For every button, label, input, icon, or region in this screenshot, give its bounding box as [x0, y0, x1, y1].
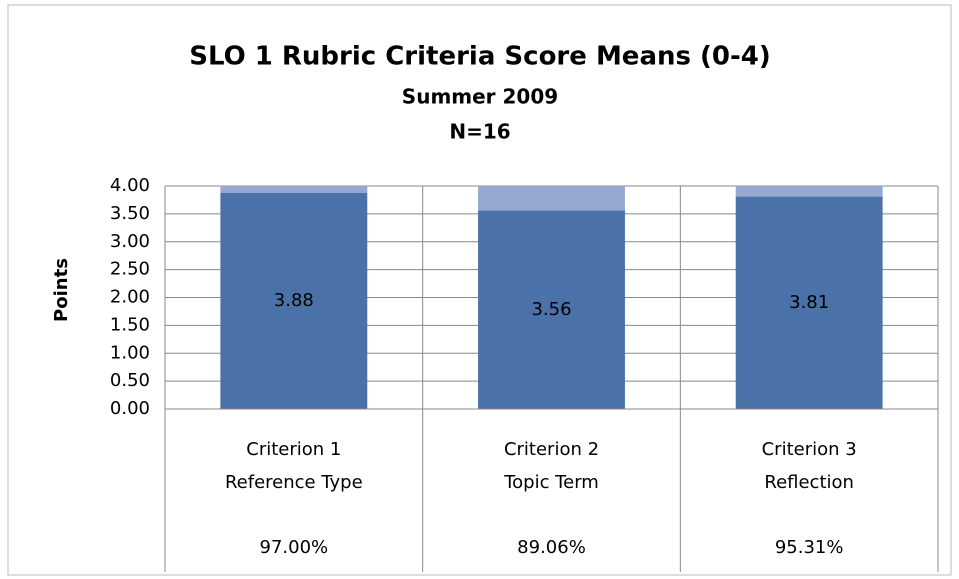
y-tick-label: 0.00	[110, 398, 150, 419]
x-tick-label: Criterion 3	[762, 439, 857, 460]
bar-segment	[735, 186, 883, 197]
y-tick-label: 3.50	[110, 203, 150, 224]
chart-title: SLO 1 Rubric Criteria Score Means (0-4)	[189, 42, 771, 72]
chart-subtitle: Summer 2009	[402, 85, 558, 109]
data-label: 3.81	[789, 292, 829, 313]
category-percentage: 97.00%	[260, 537, 329, 558]
bar-segment	[478, 210, 625, 409]
y-axis-label: Points	[51, 258, 72, 322]
x-tick-label: Reflection	[764, 472, 854, 493]
category-percentage: 89.06%	[517, 537, 586, 558]
y-tick-label: 0.50	[110, 370, 150, 391]
y-tick-label: 4.00	[110, 175, 150, 196]
y-tick-label: 3.00	[110, 231, 150, 252]
bar-segment	[220, 186, 368, 193]
bar-segment	[735, 196, 883, 409]
bar-segment	[220, 192, 368, 409]
bar-segment	[478, 186, 625, 211]
x-tick-label: Criterion 1	[246, 439, 341, 460]
category-percentage: 95.31%	[775, 537, 844, 558]
y-tick-label: 1.00	[110, 342, 150, 363]
x-tick-label: Reference Type	[225, 472, 363, 493]
data-label: 3.56	[531, 299, 571, 320]
x-tick-label: Criterion 2	[504, 439, 599, 460]
chart-subtitle: N=16	[449, 120, 510, 144]
x-tick-label: Topic Term	[503, 472, 599, 493]
data-label: 3.88	[274, 290, 314, 311]
y-tick-label: 2.50	[110, 259, 150, 280]
y-tick-label: 1.50	[110, 314, 150, 335]
y-tick-label: 2.00	[110, 287, 150, 308]
